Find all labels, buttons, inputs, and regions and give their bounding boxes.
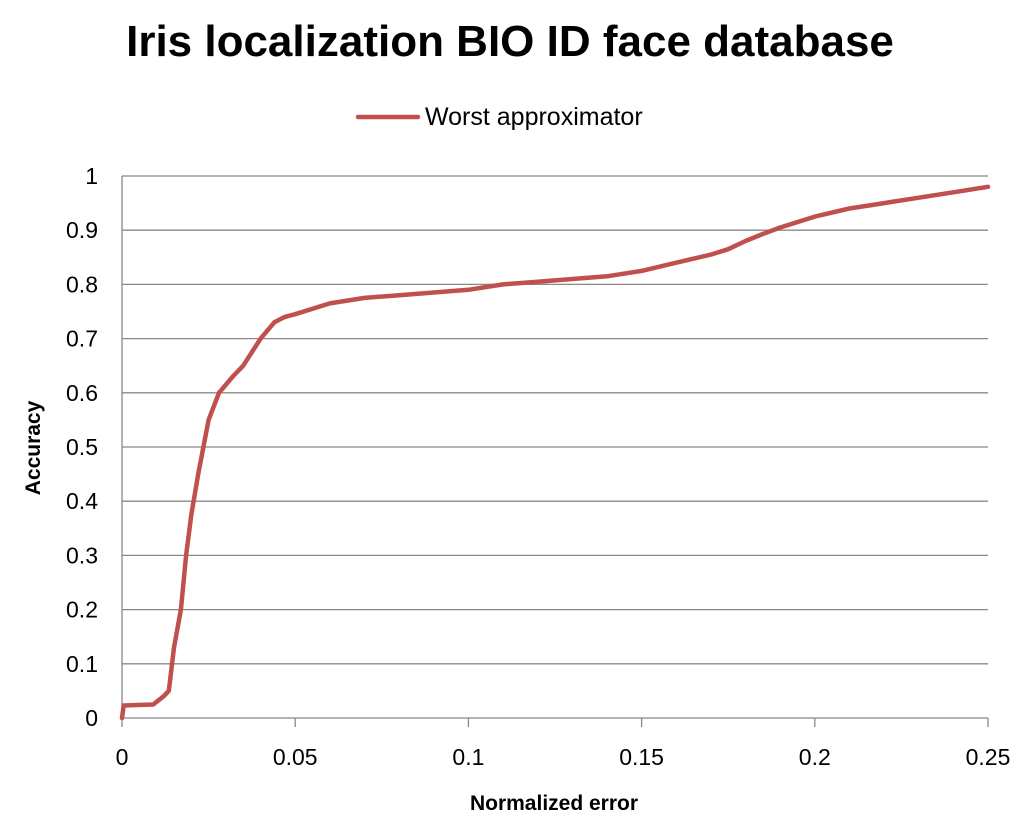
x-tick-label: 0.1 <box>452 744 484 770</box>
series-line-0 <box>119 184 991 721</box>
x-tick-labels: 0 0.05 0.1 0.15 0.2 0.25 <box>116 744 1011 770</box>
y-tick-label: 0.9 <box>66 217 98 243</box>
legend-label: Worst approximator <box>425 103 643 131</box>
x-tick-label: 0.25 <box>966 744 1011 770</box>
y-tick-label: 0.8 <box>66 271 98 297</box>
x-tick-label: 0.2 <box>799 744 831 770</box>
chart-title: Iris localization BIO ID face database <box>126 17 894 66</box>
x-axis-title: Normalized error <box>470 792 638 815</box>
x-tick-label: 0.15 <box>619 744 664 770</box>
y-tick-label: 0.5 <box>66 434 98 460</box>
y-tick-label: 0.7 <box>66 326 98 352</box>
x-tick-label: 0 <box>116 744 129 770</box>
x-tick-label: 0.05 <box>273 744 318 770</box>
y-tick-label: 0.6 <box>66 380 98 406</box>
legend: Worst approximator <box>355 103 643 131</box>
gridlines <box>121 175 989 727</box>
y-tick-label: 0.2 <box>66 597 98 623</box>
y-tick-label: 0.3 <box>66 542 98 568</box>
y-tick-label: 0 <box>85 705 98 731</box>
y-tick-label: 0.4 <box>66 488 98 514</box>
plot-area <box>119 184 991 721</box>
y-tick-label: 1 <box>85 163 98 189</box>
y-tick-label: 0.1 <box>66 651 98 677</box>
y-tick-labels: 0 0.1 0.2 0.3 0.4 0.5 0.6 0.7 0.8 0.9 1 <box>66 163 98 731</box>
y-axis-title: Accuracy <box>22 400 45 495</box>
